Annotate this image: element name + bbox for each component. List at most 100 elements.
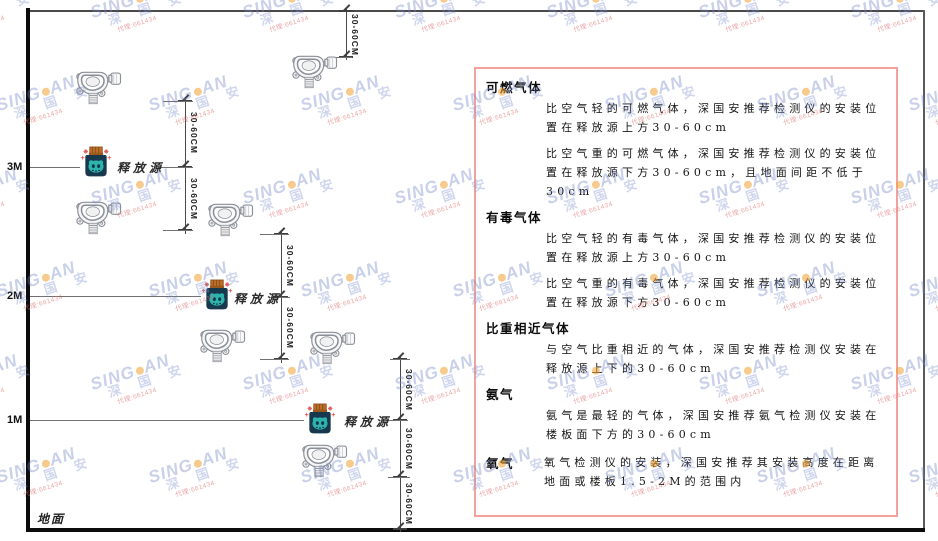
release-source-icon xyxy=(80,146,112,180)
dimension-label: 30-60CM xyxy=(350,14,360,56)
watermark-note: 代理:661434 xyxy=(876,14,918,34)
watermark-subtext: 深 国 安 xyxy=(924,454,938,495)
section-heading: 比重相近气体 xyxy=(486,321,571,336)
level-line-1m xyxy=(30,420,304,421)
watermark-subtext: 深 国 安 xyxy=(714,0,798,30)
extension-line xyxy=(163,230,193,231)
watermark-note: 代理:661434 xyxy=(268,14,310,34)
watermark-note: 代理:661434 xyxy=(22,293,64,313)
watermark-subtext: 深 国 安 xyxy=(316,268,400,309)
brand-dot-icon xyxy=(590,0,601,4)
watermark-subtext: 深 国 安 xyxy=(164,454,248,495)
watermark-subtext: 深 国 安 xyxy=(164,82,248,123)
gas-detector-icon xyxy=(74,69,122,107)
release-source-icon xyxy=(201,279,233,313)
section-body: 氨气是最轻的气体，深国安推荐氨气检测仪安装在楼板面下方的30-60cm xyxy=(546,406,884,444)
watermark-note: 代理:661434 xyxy=(116,200,158,220)
level-line-3m xyxy=(30,167,80,168)
section-body: 比空气轻的有毒气体，深国安推荐检测仪的安装位置在释放源上方30-60cm 比空气重… xyxy=(546,229,884,312)
section-paragraph: 氨气是最轻的气体，深国安推荐氨气检测仪安装在楼板面下方的30-60cm xyxy=(546,409,881,441)
brand-dot-icon xyxy=(344,272,355,283)
brand-dot-icon xyxy=(40,86,51,97)
brand-dot-icon xyxy=(286,365,297,376)
watermark-note: 代理:661434 xyxy=(268,200,310,220)
dimension-label: 30-60CM xyxy=(189,178,199,220)
extension-line xyxy=(163,101,193,102)
brand-dot-icon xyxy=(438,0,449,4)
watermark-subtext: 深 国 安 xyxy=(562,0,646,30)
dimension-label: 30-60CM xyxy=(285,307,295,349)
watermark-note: 代理:661434 xyxy=(934,107,938,127)
watermark-subtext: 深 国 安 xyxy=(258,361,342,402)
extension-line xyxy=(260,359,289,360)
watermark-subtext: 深 国 安 xyxy=(258,175,342,216)
watermark-note: 代理:661434 xyxy=(0,386,6,406)
watermark-note: 代理:661434 xyxy=(572,14,614,34)
panel-section: 可燃气体 比空气轻的可燃气体，深国安推荐检测仪的安装位置在释放源上方30-60cm… xyxy=(486,78,884,201)
dimension-label: 30-60CM xyxy=(404,368,414,411)
panel-section: 地面检测仪地面间距，深国安推荐在30-60cm，且不得小于30cm，因为过低容易… xyxy=(486,514,884,515)
gas-detector-icon xyxy=(300,442,348,480)
gas-detector-icon xyxy=(308,329,356,367)
installation-guide-panel: 可燃气体 比空气轻的可燃气体，深国安推荐检测仪的安装位置在释放源上方30-60cm… xyxy=(474,67,898,517)
dimension-line-1m xyxy=(400,355,401,532)
dimension-label: 30-60CM xyxy=(189,112,199,154)
brand-dot-icon xyxy=(438,179,449,190)
height-label-2m: 2M xyxy=(7,290,23,302)
extension-line xyxy=(388,477,410,478)
watermark-subtext: 深 国 安 xyxy=(924,82,938,123)
section-heading: 有毒气体 xyxy=(486,210,543,225)
extension-line xyxy=(390,359,410,360)
watermark-subtext: 深 国 安 xyxy=(924,268,938,309)
brand-dot-icon xyxy=(40,458,51,469)
brand-dot-icon xyxy=(40,272,51,283)
watermark-note: 代理:661434 xyxy=(174,479,216,499)
section-paragraph: 比空气轻的有毒气体，深国安推荐检测仪的安装位置在释放源上方30-60cm xyxy=(546,232,881,264)
gas-detector-icon xyxy=(74,199,122,237)
watermark-subtext: 深 国 安 xyxy=(0,0,38,29)
watermark-subtext: 深 国 安 xyxy=(866,0,938,30)
dimension-label: 30-60CM xyxy=(404,427,414,470)
watermark-note: 代理:661434 xyxy=(22,479,64,499)
release-source-label: 释放源 xyxy=(117,161,166,175)
section-paragraph: 比空气轻的可燃气体，深国安推荐检测仪的安装位置在释放源上方30-60cm xyxy=(546,102,881,134)
watermark-subtext: 深 国 安 xyxy=(258,0,342,30)
extension-line xyxy=(386,420,408,421)
brand-dot-icon xyxy=(134,0,145,4)
watermark-subtext: 深 国 安 xyxy=(0,175,38,215)
watermark-note: 代理:661434 xyxy=(326,293,368,313)
watermark-subtext: 深 国 安 xyxy=(106,361,190,402)
brand-dot-icon xyxy=(134,179,145,190)
watermark-subtext: 深 国 安 xyxy=(106,0,190,30)
panel-section: 氨气 氨气是最轻的气体，深国安推荐氨气检测仪安装在楼板面下方的30-60cm xyxy=(486,385,884,444)
watermark-note: 代理:661434 xyxy=(116,386,158,406)
ground-line xyxy=(26,528,925,532)
extension-line xyxy=(271,297,290,298)
brand-dot-icon xyxy=(286,179,297,190)
panel-section: 氧气 氧气检测仪的安装，深国安推荐其安装高度在距离地面或楼板1.5-2M的范围内 xyxy=(486,451,884,498)
level-line-2m xyxy=(30,296,201,297)
brand-dot-icon xyxy=(344,86,355,97)
ground-label: 地面 xyxy=(37,512,66,526)
watermark-note: 代理:661434 xyxy=(0,200,6,220)
brand-dot-icon xyxy=(894,0,905,4)
watermark-note: 代理:661434 xyxy=(116,14,158,34)
section-body: 氧气检测仪的安装，深国安推荐其安装高度在距离地面或楼板1.5-2M的范围内 xyxy=(544,451,884,498)
brand-dot-icon xyxy=(192,458,203,469)
extension-line xyxy=(260,234,289,235)
